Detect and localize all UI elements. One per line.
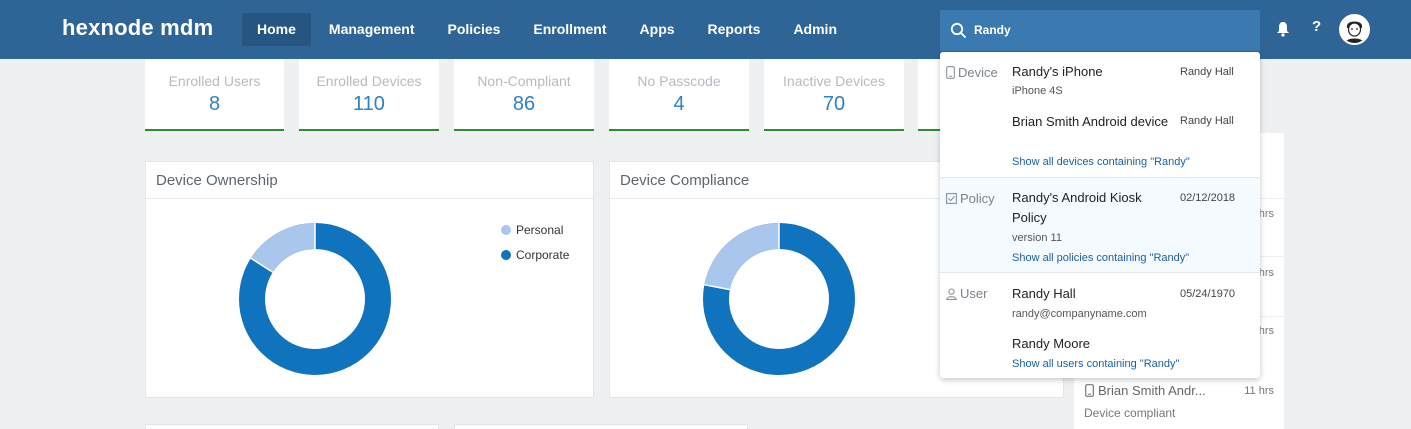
main-nav: Home Management Policies Enrollment Apps… (242, 13, 855, 46)
lower-panel (454, 424, 748, 429)
panel-title: Device Ownership (146, 162, 593, 199)
compliance-donut-chart (703, 223, 855, 375)
category-label: Device (958, 65, 998, 80)
category-device: Device (946, 65, 998, 80)
stat-no-passcode[interactable]: No Passcode 4 (609, 59, 749, 131)
policy-icon (946, 193, 957, 204)
ownership-donut-chart (239, 223, 391, 375)
nav-reports[interactable]: Reports (707, 21, 761, 37)
ownership-legend: Personal Corporate (501, 217, 569, 267)
stat-value: 110 (353, 93, 385, 115)
stat-label: Inactive Devices (783, 73, 885, 89)
result-name[interactable]: Brian Smith Android device (1012, 114, 1169, 129)
stat-value: 4 (673, 93, 685, 115)
activity-time: 11 hrs (1244, 385, 1274, 397)
stat-label: Enrolled Users (168, 73, 261, 89)
nav-enrollment[interactable]: Enrollment (533, 21, 607, 37)
nav-apps[interactable]: Apps (639, 21, 675, 37)
result-name[interactable]: Randy's Android Kiosk Policy (1012, 190, 1142, 225)
policy-results-section: Policy Randy's Android Kiosk Policy vers… (940, 178, 1260, 272)
help-icon[interactable]: ? (1312, 18, 1322, 35)
result-subtitle: iPhone 4S (1012, 85, 1063, 97)
user-results-section: User Randy Hall randy@companyname.com 05… (940, 273, 1260, 378)
stat-enrolled-users[interactable]: Enrolled Users 8 (145, 59, 284, 131)
result-date: 05/24/1970 (1180, 288, 1236, 300)
top-navbar: hexnode mdm Home Management Policies Enr… (0, 0, 1411, 59)
category-policy: Policy (946, 191, 995, 206)
search-icon (950, 22, 966, 38)
show-all-devices-link[interactable]: Show all devices containing "Randy" (1012, 156, 1190, 168)
show-all-users-link[interactable]: Show all users containing "Randy" (1012, 358, 1180, 370)
device-results-section: Device Randy's iPhone iPhone 4S Randy Ha… (940, 52, 1260, 177)
stat-value: 8 (208, 93, 221, 115)
list-item[interactable]: Brian Smith Andr... 11 hrs Device compli… (1074, 373, 1284, 429)
activity-subtitle: Device compliant (1084, 406, 1176, 420)
result-name[interactable]: Randy Hall (1012, 286, 1076, 301)
device-icon (946, 66, 955, 79)
activity-title: Brian Smith Andr... (1098, 383, 1206, 398)
result-subtitle: version 11 (1012, 232, 1062, 244)
legend-dot (501, 249, 511, 260)
stat-non-compliant[interactable]: Non-Compliant 86 (454, 59, 594, 131)
global-search[interactable] (940, 10, 1260, 51)
result-name[interactable]: Randy's iPhone (1012, 64, 1103, 79)
stat-value: 86 (512, 93, 536, 115)
stat-inactive-devices[interactable]: Inactive Devices 70 (764, 59, 904, 131)
device-ownership-panel: Device Ownership Personal Corporate (145, 161, 594, 398)
stat-enrolled-devices[interactable]: Enrolled Devices 110 (299, 59, 439, 131)
slice-separator (250, 257, 274, 273)
nav-policies[interactable]: Policies (447, 21, 501, 37)
legend-dot (501, 224, 511, 235)
category-user: User (946, 286, 987, 301)
stat-value: 70 (822, 93, 846, 115)
stat-label: Non-Compliant (477, 73, 571, 89)
show-all-policies-link[interactable]: Show all policies containing "Randy" (1012, 252, 1190, 264)
result-date: 02/12/2018 (1180, 192, 1236, 204)
result-owner: Randy Hall (1180, 66, 1234, 78)
legend-item-personal[interactable]: Personal (501, 217, 569, 242)
panel-title: Device Compliance (610, 162, 1063, 199)
result-name[interactable]: Randy Moore (1012, 336, 1091, 351)
stat-label: No Passcode (637, 73, 721, 89)
avatar[interactable] (1339, 14, 1370, 45)
nav-home[interactable]: Home (242, 13, 311, 46)
bell-icon[interactable] (1276, 21, 1290, 37)
lower-panel (145, 424, 439, 429)
stat-label: Enrolled Devices (316, 73, 422, 89)
search-input[interactable] (974, 19, 1244, 41)
divider (940, 177, 1260, 178)
nav-management[interactable]: Management (328, 21, 415, 37)
divider (940, 272, 1260, 273)
result-owner: Randy Hall (1180, 115, 1234, 127)
nav-admin[interactable]: Admin (793, 21, 837, 37)
search-results-dropdown: Device Randy's iPhone iPhone 4S Randy Ha… (940, 52, 1260, 378)
legend-item-corporate[interactable]: Corporate (501, 242, 569, 267)
legend-label: Corporate (516, 247, 570, 262)
avatar-illustration-icon (1341, 16, 1368, 43)
legend-label: Personal (516, 222, 564, 237)
user-icon (946, 287, 957, 300)
slice-separator (704, 284, 731, 291)
result-subtitle: randy@companyname.com (1012, 308, 1147, 320)
app-logo[interactable]: hexnode mdm (62, 15, 214, 40)
category-label: Policy (960, 191, 995, 206)
phone-icon (1085, 384, 1094, 397)
category-label: User (960, 286, 988, 301)
